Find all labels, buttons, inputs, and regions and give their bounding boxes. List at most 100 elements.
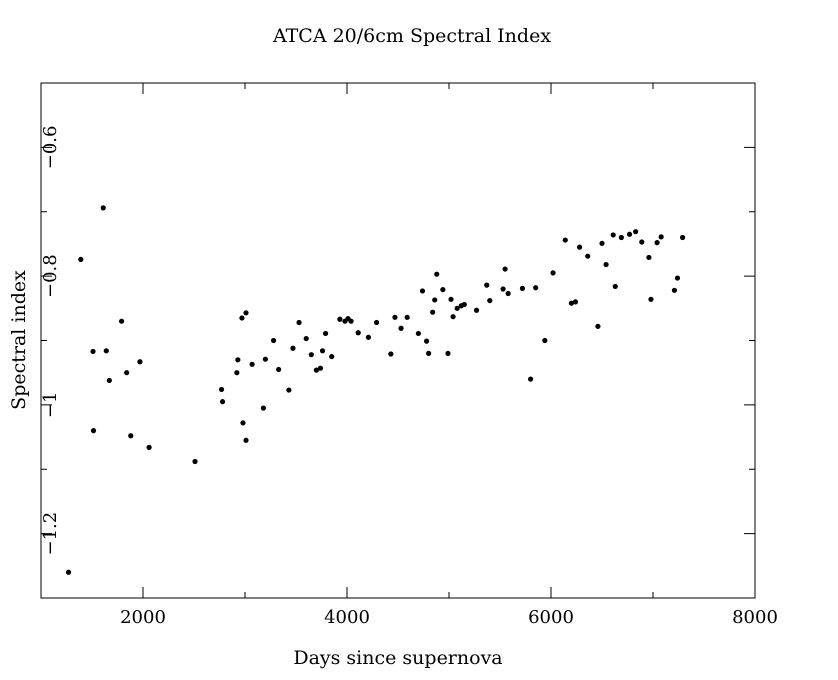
data-point — [487, 297, 493, 304]
data-point — [106, 377, 112, 384]
data-point — [296, 319, 302, 326]
data-point — [337, 316, 343, 322]
plot-frame — [40, 82, 756, 599]
x-axis-label: Days since supernova — [293, 647, 502, 669]
data-point — [124, 370, 130, 376]
x-axis-tick-labels: 2000 4000 6000 8000 — [120, 607, 778, 628]
data-point — [432, 297, 438, 303]
data-point — [639, 239, 645, 245]
data-point — [626, 231, 633, 237]
y-tick-label: −1.2 — [40, 512, 61, 556]
data-point — [603, 261, 609, 268]
data-point — [426, 350, 432, 356]
data-point — [365, 334, 372, 340]
x-axis-ticks — [142, 83, 756, 598]
data-point — [654, 240, 660, 246]
data-point — [461, 301, 467, 308]
data-point — [430, 309, 436, 315]
data-point — [450, 314, 456, 320]
data-point — [137, 359, 143, 365]
data-point — [562, 237, 568, 243]
data-point — [671, 287, 678, 293]
data-point — [219, 399, 226, 405]
data-point — [235, 357, 241, 363]
data-point — [388, 351, 394, 357]
data-points — [65, 205, 686, 575]
data-point — [648, 296, 654, 302]
x-tick-label: 8000 — [732, 607, 778, 628]
data-point — [243, 310, 249, 316]
data-point — [262, 356, 268, 362]
data-point — [599, 240, 605, 246]
data-point — [484, 282, 490, 288]
data-point — [419, 288, 426, 294]
x-tick-label: 2000 — [120, 607, 166, 628]
data-point — [103, 348, 109, 354]
data-point — [415, 330, 421, 337]
data-point — [633, 229, 639, 235]
data-point — [679, 234, 686, 241]
data-point — [260, 405, 266, 411]
data-point — [448, 296, 454, 302]
data-point — [445, 350, 451, 356]
data-point — [502, 266, 508, 272]
data-point — [90, 348, 96, 355]
data-point — [585, 253, 591, 259]
data-point — [434, 271, 440, 277]
data-point — [618, 234, 624, 241]
data-point — [329, 353, 335, 360]
data-point — [317, 365, 324, 371]
data-point — [243, 437, 249, 443]
data-point — [646, 254, 652, 261]
data-point — [234, 370, 240, 376]
data-point — [519, 285, 526, 291]
data-point — [78, 256, 84, 262]
y-axis-ticks — [41, 146, 755, 535]
data-point — [392, 314, 398, 320]
data-point — [348, 318, 354, 324]
data-point — [542, 337, 548, 344]
chart-title: ATCA 20/6cm Spectral Index — [272, 25, 551, 47]
data-point — [373, 319, 380, 326]
y-tick-label: −1 — [40, 392, 61, 419]
data-point — [303, 335, 309, 342]
data-point — [240, 420, 246, 426]
data-point — [398, 325, 404, 331]
data-point — [440, 287, 446, 293]
data-point — [505, 290, 511, 297]
data-point — [674, 275, 681, 281]
data-point — [218, 386, 225, 393]
y-axis-label: Spectral index — [8, 270, 30, 410]
y-tick-label: −0.8 — [40, 254, 61, 298]
data-point — [500, 286, 506, 292]
data-point — [286, 387, 292, 393]
data-point — [319, 348, 326, 354]
data-point — [270, 337, 277, 344]
data-point — [313, 367, 319, 373]
data-point — [308, 352, 314, 358]
data-point — [65, 569, 72, 575]
data-point — [533, 285, 539, 291]
x-tick-label: 6000 — [528, 607, 574, 628]
data-point — [550, 270, 556, 276]
data-point — [146, 444, 152, 450]
data-point — [404, 314, 410, 320]
data-point — [118, 318, 125, 324]
data-point — [90, 428, 97, 434]
data-point — [568, 300, 575, 306]
data-point — [595, 323, 601, 329]
data-point — [473, 307, 480, 313]
data-point — [610, 232, 616, 238]
x-tick-label: 4000 — [324, 607, 370, 628]
data-point — [128, 433, 134, 439]
data-point — [192, 458, 198, 465]
data-point — [322, 330, 329, 337]
data-point — [355, 330, 361, 336]
data-point — [576, 244, 583, 250]
data-point — [612, 283, 618, 290]
data-point — [423, 338, 430, 344]
data-point — [658, 234, 664, 240]
data-point — [528, 376, 534, 382]
data-point — [100, 205, 106, 211]
